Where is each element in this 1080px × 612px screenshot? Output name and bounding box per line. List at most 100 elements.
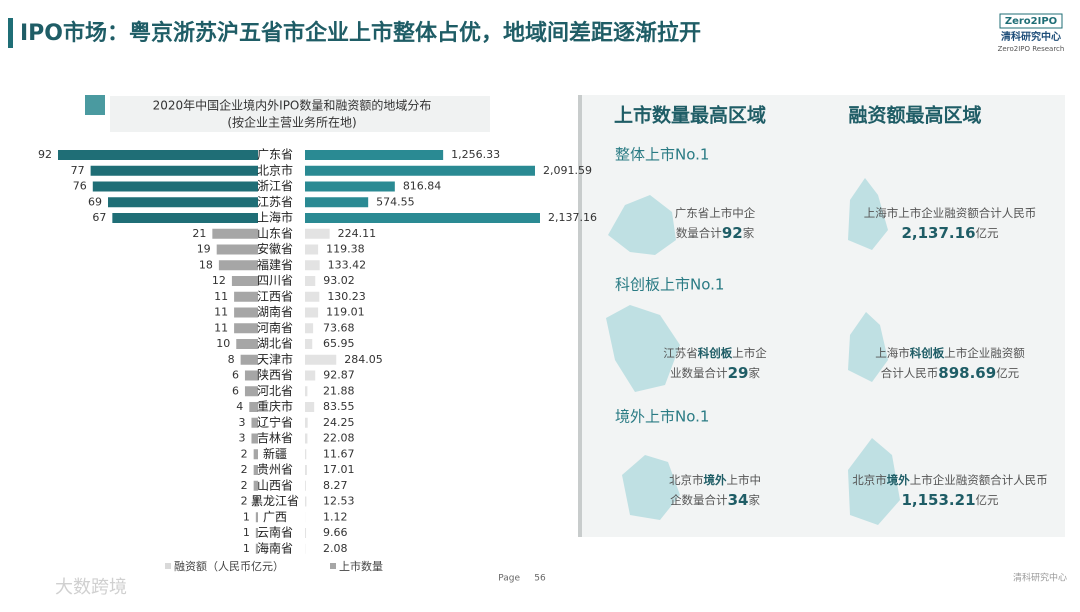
bar <box>305 229 330 239</box>
card-text: 1,153.21亿元 <box>901 491 999 509</box>
legend-label: 融资额（人民币亿元） <box>174 560 284 573</box>
category-label: 浙江省 <box>257 179 293 193</box>
logo-name: 清科研究中心 <box>1001 30 1061 43</box>
data-label: 22.08 <box>323 432 355 445</box>
legend-swatch <box>165 563 171 569</box>
card-segment: 家 <box>748 493 760 507</box>
data-label: 73.68 <box>323 321 355 334</box>
legend-swatch <box>330 563 336 569</box>
data-label: 21.88 <box>323 384 355 397</box>
bar <box>305 371 315 381</box>
category-label: 广西 <box>263 510 287 524</box>
bar <box>305 339 312 349</box>
data-label: 8.27 <box>323 479 348 492</box>
data-label: 2,091.59 <box>543 164 592 177</box>
card-segment: 家 <box>743 226 755 240</box>
bar <box>305 528 306 538</box>
bar <box>305 323 313 333</box>
card-segment: 合计人民币 <box>881 366 939 380</box>
chart-subtitle: (按企业主营业务所在地) <box>227 115 356 130</box>
data-label: 8 <box>228 353 235 366</box>
data-label: 12 <box>212 274 226 287</box>
card-highlight: 1,153.21 <box>901 491 975 509</box>
bar <box>305 497 306 507</box>
watermark: 大数跨境 <box>55 577 127 598</box>
bar <box>305 355 336 365</box>
panel-border <box>578 95 582 537</box>
card-segment: 亿元 <box>976 226 999 240</box>
bar <box>91 166 258 176</box>
data-label: 12.53 <box>323 495 355 508</box>
bar <box>256 512 258 522</box>
data-label: 10 <box>216 337 230 350</box>
page-title: IPO市场：粤京浙苏沪五省市企业上市整体占优，地域间差距逐渐拉开 <box>20 20 701 46</box>
card-segment: 数量合计 <box>676 226 722 240</box>
data-label: 76 <box>73 180 87 193</box>
bar <box>305 449 306 459</box>
card-segment: 业数量合计 <box>670 366 728 380</box>
card-segment: 上海市 <box>875 346 910 360</box>
card-text: 上海市科创板上市企业融资额 <box>875 346 1025 360</box>
bar <box>93 182 258 192</box>
chart-title: 2020年中国企业境内外IPO数量和融资额的地域分布 <box>153 98 432 113</box>
card-segment: 亿元 <box>996 366 1019 380</box>
data-label: 2 <box>241 495 248 508</box>
chart-title-marker <box>85 95 105 115</box>
card-text: 2,137.16亿元 <box>901 224 999 242</box>
bar <box>305 150 443 160</box>
bar <box>234 308 258 318</box>
category-label: 重庆市 <box>257 399 293 414</box>
bar <box>234 323 258 333</box>
card-segment: 亿元 <box>976 493 999 507</box>
card-text: 北京市境外上市中 <box>669 473 761 487</box>
category-label: 山西省 <box>257 478 293 492</box>
bar <box>305 292 319 302</box>
category-label: 河北省 <box>257 384 293 398</box>
bar <box>212 229 258 239</box>
data-label: 1.12 <box>323 510 348 523</box>
bar <box>305 182 395 192</box>
data-label: 83.55 <box>323 400 355 413</box>
bar <box>305 166 535 176</box>
bar <box>232 276 258 286</box>
data-label: 17.01 <box>323 463 355 476</box>
data-label: 130.23 <box>327 290 366 303</box>
category-label: 安徽省 <box>257 241 293 256</box>
card-segment: 上市企 <box>732 346 767 360</box>
category-label: 天津市 <box>257 351 293 366</box>
card-text: 江苏省科创板上市企 <box>663 346 767 360</box>
bar <box>305 308 318 318</box>
card-segment: 上海市上市企业融资额合计人民币 <box>864 206 1037 220</box>
bar <box>305 418 308 428</box>
card-highlight: 2,137.16 <box>901 224 975 242</box>
data-label: 2 <box>241 479 248 492</box>
category-label: 广东省 <box>257 148 293 162</box>
category-label: 山东省 <box>257 226 293 240</box>
card-segment: 上市企业融资额 <box>944 346 1025 360</box>
section-title: 整体上市No.1 <box>615 146 709 164</box>
data-label: 92 <box>38 148 52 161</box>
data-label: 284.05 <box>344 353 383 366</box>
data-label: 19 <box>197 243 211 256</box>
bar <box>305 213 540 223</box>
data-label: 574.55 <box>376 195 415 208</box>
category-label: 福建省 <box>257 257 293 272</box>
category-label: 北京市 <box>257 162 293 177</box>
panel-header: 上市数量最高区域 <box>614 104 766 127</box>
card-highlight: 29 <box>728 364 749 382</box>
data-label: 1,256.33 <box>451 148 500 161</box>
data-label: 2.08 <box>323 542 348 555</box>
card-highlight: 境外 <box>704 473 727 487</box>
category-label: 新疆 <box>263 446 287 461</box>
category-label: 江西省 <box>257 289 293 303</box>
bar <box>254 449 258 459</box>
title-accent <box>8 18 13 48</box>
data-label: 11 <box>214 321 228 334</box>
data-label: 21 <box>192 227 206 240</box>
data-label: 224.11 <box>338 227 377 240</box>
data-label: 119.01 <box>326 306 365 319</box>
data-label: 65.95 <box>323 337 355 350</box>
card-text: 合计人民币898.69亿元 <box>881 364 1020 382</box>
card-segment: 广东省上市中企 <box>675 206 756 220</box>
